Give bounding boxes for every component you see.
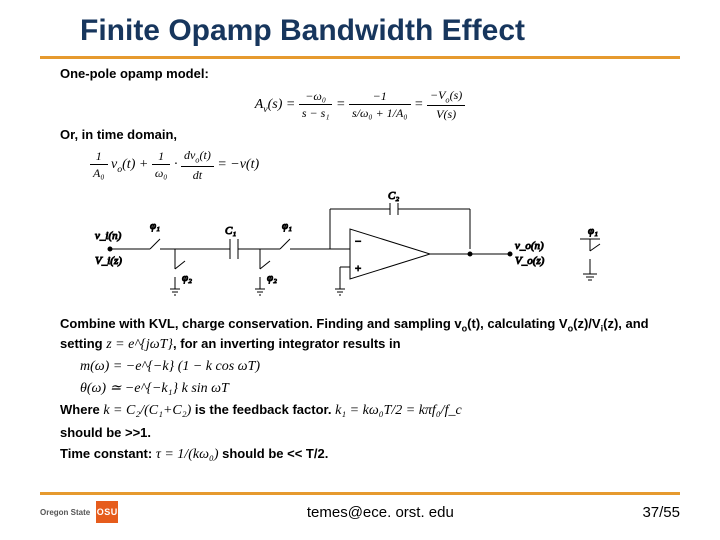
logo-text: Oregon State [40, 508, 90, 517]
content-area: One-pole opamp model: Av(s) = −ω₀s − s₁ … [0, 65, 720, 465]
label-vin-t: v_i(n) [95, 230, 122, 242]
label-c1: C₁ [225, 225, 236, 237]
osu-logo: OSU [96, 501, 118, 523]
logo: Oregon State OSU [40, 501, 118, 523]
eq-transfer: Av(s) = −ω₀s − s₁ = −1s/ω₀ + 1/A₀ = −Vo(… [60, 87, 660, 123]
slide-title: Finite Opamp Bandwidth Effect [0, 0, 720, 56]
line-time-constant: Time constant: τ = 1/(kω₀) should be << … [60, 445, 660, 465]
line-where: Where k = C₂/(C₁+C₂) is the feedback fac… [60, 401, 660, 421]
line-time-domain: Or, in time domain, [60, 126, 660, 144]
label-phi1b: φ₁ [282, 220, 292, 232]
circuit-diagram: v_i(n) V_i(z) φ₁ φ₂ C₁ [90, 189, 630, 309]
eq-theta: θ(ω) ≃ −e^{−k₁} k sin ωT [60, 380, 660, 399]
line-should-be: should be >>1. [60, 424, 660, 442]
label-phi2b: φ₂ [267, 272, 277, 284]
label-c2: C₂ [388, 190, 399, 202]
line-model: One-pole opamp model: [60, 65, 660, 83]
label-minus: − [355, 236, 361, 248]
footer-email: temes@ece. orst. edu [118, 504, 642, 521]
label-vout-t: v_o(n) [515, 240, 544, 252]
label-vin-z: V_i(z) [95, 255, 122, 267]
label-phi1c: φ₁ [588, 225, 598, 237]
label-vout-z: V_o(z) [515, 255, 545, 267]
title-rule [40, 56, 680, 59]
line-combine: Combine with KVL, charge conservation. F… [60, 315, 660, 355]
label-phi2a: φ₂ [182, 272, 192, 284]
eq-m: m(ω) = −e^{−k} (1 − k cos ωT) [60, 358, 660, 377]
eq-time-domain: 1A₀ vo(t) + 1ω₀ · dvo(t)dt = −v(t) [60, 147, 660, 183]
footer: Oregon State OSU temes@ece. orst. edu 37… [0, 492, 720, 540]
label-plus: + [355, 263, 361, 275]
page-number: 37/55 [642, 504, 680, 521]
label-phi1a: φ₁ [150, 220, 160, 232]
